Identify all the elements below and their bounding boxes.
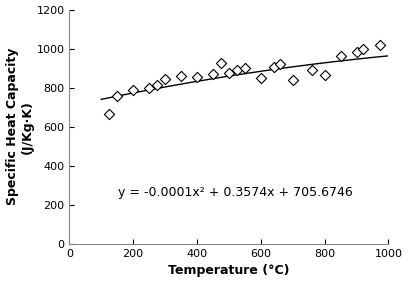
Point [217, 61, 224, 66]
Point [146, 85, 152, 90]
Point [210, 72, 216, 76]
Y-axis label: Specific Heat Capacity
(J/Kg·K): Specific Heat Capacity (J/Kg·K) [6, 48, 33, 205]
Text: y = -0.0001x² + 0.3574x + 705.6746: y = -0.0001x² + 0.3574x + 705.6746 [118, 186, 353, 199]
Point [322, 73, 328, 77]
Point [377, 42, 384, 47]
Point [178, 74, 184, 78]
Point [308, 68, 315, 72]
Point [337, 54, 344, 59]
Point [257, 76, 264, 80]
Point [270, 65, 277, 69]
Point [130, 87, 136, 92]
Point [194, 75, 200, 79]
Point [359, 46, 366, 51]
Point [234, 68, 240, 72]
Point [353, 49, 360, 54]
X-axis label: Temperature (°C): Temperature (°C) [168, 264, 290, 277]
Point [289, 78, 296, 82]
Point [154, 83, 160, 87]
Point [242, 66, 248, 70]
Point [226, 71, 232, 75]
Point [277, 62, 283, 67]
Point [114, 93, 120, 98]
Point [106, 112, 113, 116]
Point [162, 77, 169, 81]
